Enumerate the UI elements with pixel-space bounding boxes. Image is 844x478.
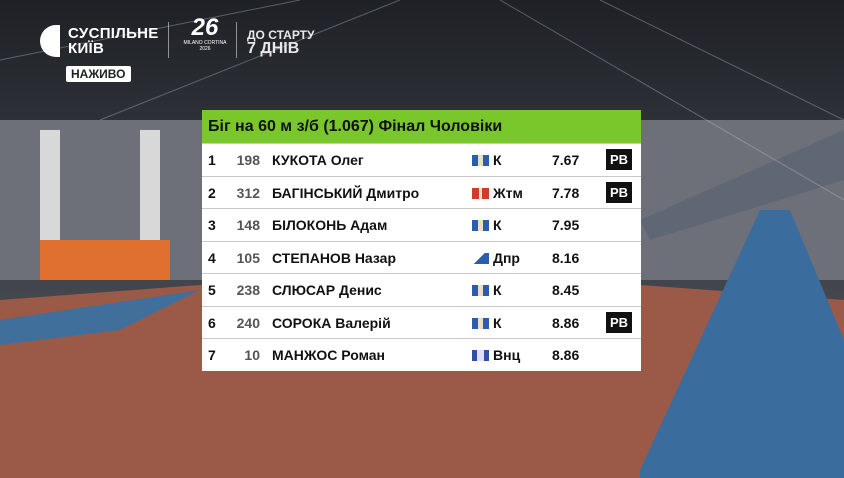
region: Жтм xyxy=(493,184,523,201)
rank: 1 xyxy=(208,152,216,168)
broadcaster-logo-icon xyxy=(40,25,60,57)
athlete-name: СТЕПАНОВ Назар xyxy=(272,249,397,266)
bib-number: 238 xyxy=(236,282,260,298)
personal-best-badge: PB xyxy=(606,181,633,203)
broadcaster-name-line2: КИЇВ xyxy=(68,40,105,57)
results-board: Біг на 60 м з/б (1.067) Фінал Чоловіки 1… xyxy=(202,110,641,371)
personal-best-badge: PB xyxy=(606,311,633,333)
bib-number: 105 xyxy=(236,249,260,266)
kyiv-flag-icon xyxy=(472,155,489,166)
result-row: 4 105 СТЕПАНОВ Назар Дпр 8.16 xyxy=(202,240,641,273)
bib-number: 198 xyxy=(236,152,260,168)
result-row: 6 240 СОРОКА Валерій К 8.86 PB xyxy=(202,305,641,338)
rank: 5 xyxy=(208,282,216,298)
result-row: 1 198 КУКОТА Олег К 7.67 PB xyxy=(202,143,641,176)
athlete-name: СОРОКА Валерій xyxy=(272,314,391,331)
region: К xyxy=(493,152,502,168)
kyiv-flag-icon xyxy=(472,317,489,329)
zhytomyr-flag-icon xyxy=(472,187,489,199)
rank: 7 xyxy=(208,347,216,363)
result-time: 8.45 xyxy=(552,282,580,298)
personal-best-badge: PB xyxy=(606,149,633,170)
divider xyxy=(168,22,169,58)
athlete-name: КУКОТА Олег xyxy=(272,152,364,168)
result-time: 8.86 xyxy=(552,347,580,363)
bib-number: 10 xyxy=(244,347,260,363)
athlete-name: МАНЖОС Роман xyxy=(272,347,386,363)
kyiv-flag-icon xyxy=(472,220,489,231)
vinnytsia-flag-icon xyxy=(472,350,489,361)
result-time: 8.16 xyxy=(552,249,580,266)
rank: 4 xyxy=(208,249,216,266)
result-row: 7 10 МАНЖОС Роман Внц 8.86 xyxy=(202,338,641,371)
result-time: 8.86 xyxy=(552,314,580,331)
result-time: 7.78 xyxy=(552,184,580,201)
athlete-name: БАГІНСЬКИЙ Дмитро xyxy=(272,184,420,201)
region: Дпр xyxy=(493,249,520,266)
broadcaster-name-line1: СУСПІЛЬНЕ xyxy=(68,25,159,42)
athlete-name: БІЛОКОНЬ Адам xyxy=(272,217,388,233)
result-row: 2 312 БАГІНСЬКИЙ Дмитро Жтм 7.78 PB xyxy=(202,175,641,208)
region: К xyxy=(493,282,502,298)
rank: 6 xyxy=(208,314,216,331)
olympics-logo-mark: 26 xyxy=(191,14,219,41)
olympics-logo-caption: MILANO CORTINA 2026 xyxy=(183,40,227,52)
countdown: ДО СТАРТУ 7 ДНІВ xyxy=(247,28,315,57)
athlete-name: СЛЮСАР Денис xyxy=(272,282,382,298)
bib-number: 240 xyxy=(236,314,260,331)
bib-number: 312 xyxy=(236,184,260,201)
region: К xyxy=(493,314,502,331)
bib-number: 148 xyxy=(236,217,260,233)
result-row: 5 238 СЛЮСАР Денис К 8.45 xyxy=(202,273,641,306)
olympics-logo: 26 MILANO CORTINA 2026 xyxy=(180,14,230,53)
live-badge: НАЖИВО xyxy=(66,66,131,82)
broadcaster-logo: СУСПІЛЬНЕ КИЇВ xyxy=(40,25,159,57)
rank: 3 xyxy=(208,217,216,233)
region: К xyxy=(493,217,502,233)
results-title: Біг на 60 м з/б (1.067) Фінал Чоловіки xyxy=(202,110,641,143)
kyiv-flag-icon xyxy=(472,285,489,296)
result-time: 7.67 xyxy=(552,152,580,168)
countdown-label: ДО СТАРТУ xyxy=(247,28,315,42)
region: Внц xyxy=(493,347,521,363)
rank: 2 xyxy=(208,184,216,201)
dnipro-flag-icon xyxy=(472,252,489,264)
countdown-days: 7 ДНІВ xyxy=(247,40,300,57)
divider xyxy=(236,22,237,58)
result-row: 3 148 БІЛОКОНЬ Адам К 7.95 xyxy=(202,208,641,241)
result-time: 7.95 xyxy=(552,217,580,233)
